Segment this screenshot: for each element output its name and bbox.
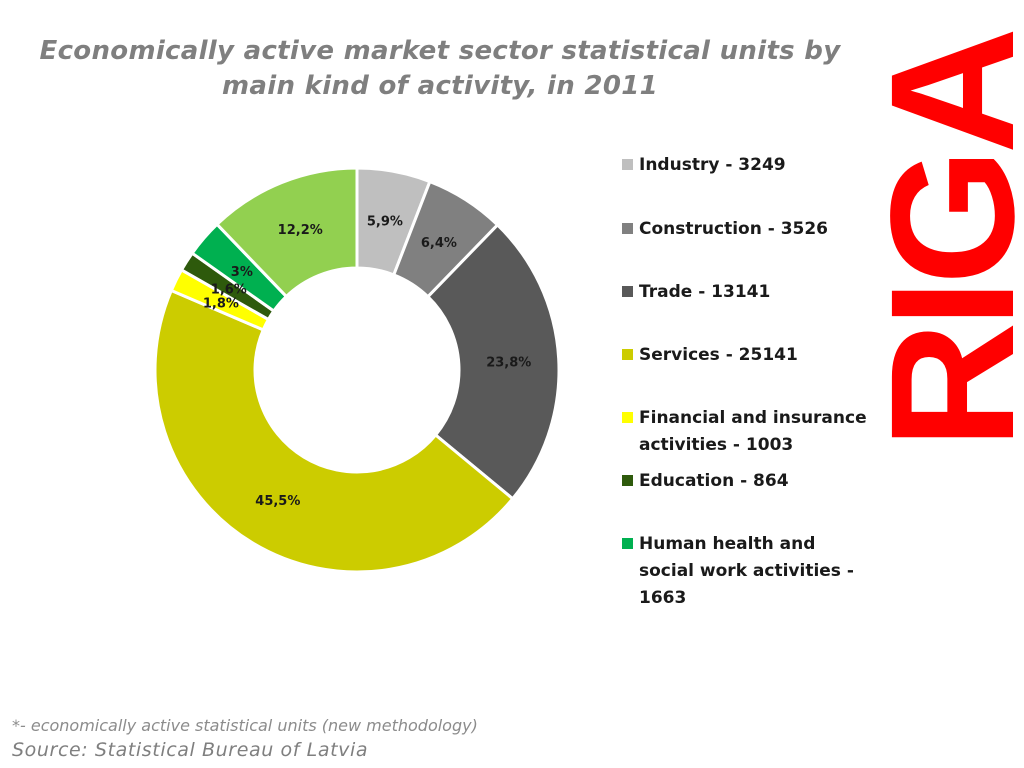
legend-swatch: [622, 223, 633, 234]
legend-item-trade: Trade - 13141: [622, 279, 872, 306]
data-label-education: 1,6%: [211, 282, 247, 297]
legend-swatch: [622, 538, 633, 549]
slice-services: [153, 288, 515, 574]
legend-label: Construction - 3526: [639, 219, 829, 239]
data-label-other: 12,2%: [278, 223, 323, 238]
legend-label: Financial and insurance activities - 100…: [639, 408, 867, 455]
data-label-industry: 5,9%: [367, 215, 403, 230]
legend-item-industry: Industry - 3249: [622, 152, 872, 179]
data-label-financial-and-insurance-activities: 1,8%: [203, 296, 239, 311]
source-note: Source: Statistical Bureau of Latvia: [12, 739, 369, 761]
legend-swatch: [622, 286, 633, 297]
legend-label: Human health and social work activities …: [639, 534, 854, 608]
legend-label: Trade - 13141: [639, 282, 771, 302]
legend-label: Education - 864: [639, 471, 789, 491]
legend-swatch: [622, 412, 633, 423]
legend-label: Industry - 3249: [639, 155, 786, 175]
legend-item-human-health-and-social-work-activities: Human health and social work activities …: [622, 531, 872, 612]
legend-item-services: Services - 25141: [622, 342, 872, 369]
legend-item-financial-and-insurance-activities: Financial and insurance activities - 100…: [622, 405, 872, 459]
legend-item-education: Education - 864: [622, 468, 872, 495]
legend-swatch: [622, 159, 633, 170]
legend-swatch: [622, 349, 633, 360]
data-label-human-health-and-social-work-activities: 3%: [231, 265, 253, 280]
slice-other: [214, 166, 359, 299]
data-label-services: 45,5%: [255, 494, 300, 509]
footnote: *- economically active statistical units…: [12, 716, 478, 735]
legend-item-construction: Construction - 3526: [622, 216, 872, 243]
slice-trade: [425, 222, 561, 501]
data-label-construction: 6,4%: [421, 236, 457, 251]
legend-swatch: [622, 475, 633, 486]
data-label-trade: 23,8%: [486, 356, 531, 371]
chart-title: Economically active market sector statis…: [39, 36, 841, 101]
legend-label: Services - 25141: [639, 345, 798, 365]
